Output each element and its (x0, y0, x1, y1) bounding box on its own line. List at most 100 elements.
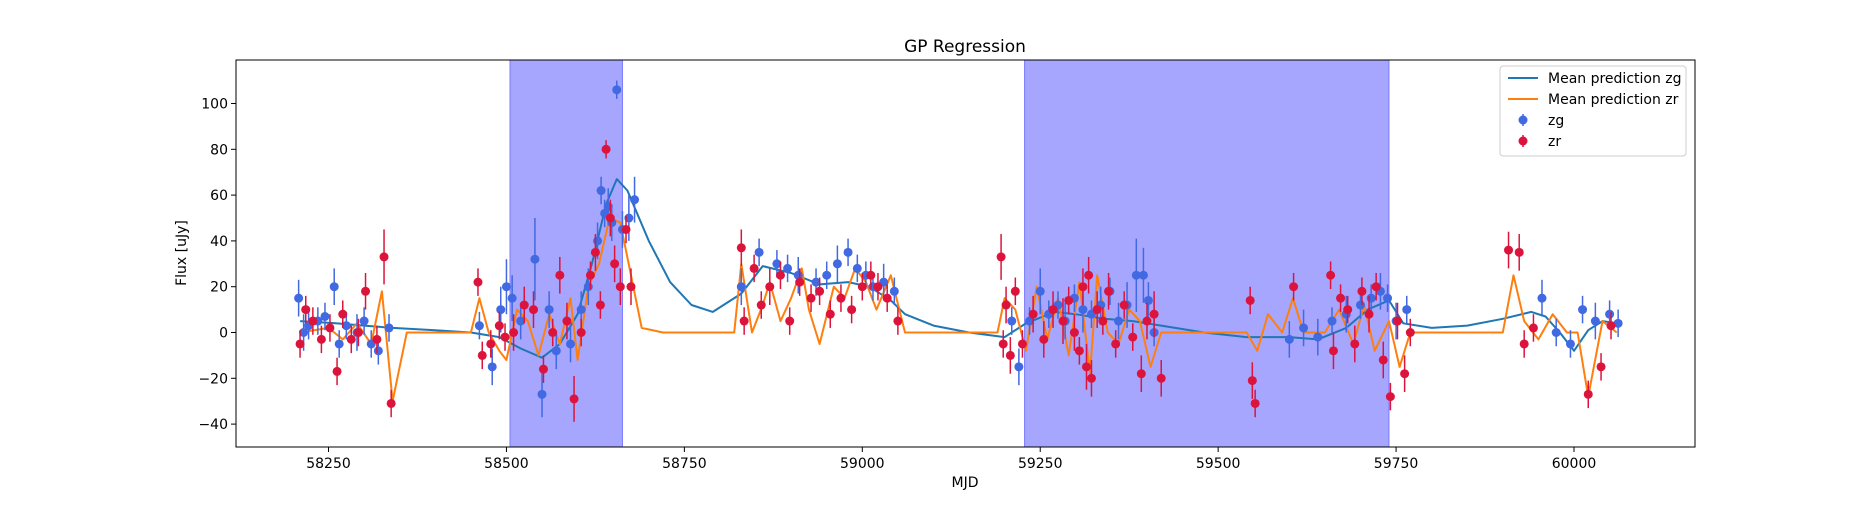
mean-prediction-lines (299, 178, 1618, 403)
zr-point (353, 328, 363, 338)
zr-point (332, 366, 342, 376)
zg-point (793, 270, 803, 280)
zr-point (486, 339, 496, 349)
zr-point (379, 252, 389, 262)
zg-point (1355, 300, 1365, 310)
zr-point (346, 334, 356, 344)
zg-point (754, 247, 764, 257)
zg-point (501, 282, 511, 292)
zr-point (1385, 392, 1395, 402)
zg-point (583, 282, 593, 292)
x-tick-label: 60000 (1552, 456, 1597, 472)
zg-point (832, 259, 842, 269)
zg-point (530, 254, 540, 264)
zg-point (551, 346, 561, 356)
zr-point (1247, 376, 1257, 386)
zr-point (1364, 309, 1374, 319)
legend-label-mean-zr: Mean prediction zr (1548, 92, 1679, 108)
zr-point (1606, 321, 1616, 331)
zr-point (295, 339, 305, 349)
zr-point (1250, 398, 1260, 408)
zg-point (496, 305, 506, 315)
zr-point (1405, 328, 1415, 338)
zr-point (1128, 332, 1138, 342)
y-tick-label: −20 (198, 371, 228, 387)
zr-point (998, 339, 1008, 349)
zr-point (1343, 305, 1353, 315)
x-tick-label: 58500 (484, 456, 529, 472)
x-tick-label: 58250 (306, 456, 351, 472)
zr-point (1039, 334, 1049, 344)
zg-point (516, 316, 526, 326)
x-axis-label: MJD (952, 475, 979, 491)
zr-point (1119, 300, 1129, 310)
zr-point (590, 247, 600, 257)
zg-point (359, 316, 369, 326)
zg-point (487, 362, 497, 372)
zr-point (1010, 286, 1020, 296)
zr-point (1028, 309, 1038, 319)
shaded-region-1 (1024, 60, 1390, 447)
zr-point (1245, 295, 1255, 305)
zr-point (873, 282, 883, 292)
zr-point (569, 394, 579, 404)
zr-point (996, 252, 1006, 262)
zr-point (338, 309, 348, 319)
zr-point (1583, 389, 1593, 399)
zr-point (301, 305, 311, 315)
zg-point (612, 85, 622, 95)
x-tick-label: 58750 (662, 456, 707, 472)
zr-point (386, 398, 396, 408)
zr-point (509, 328, 519, 338)
zr-point (756, 300, 766, 310)
zr-point (601, 144, 611, 154)
zg-point (373, 346, 383, 356)
zg-point (1143, 295, 1153, 305)
zg-point (384, 323, 394, 333)
zg-point (1313, 332, 1323, 342)
zg-point (1383, 293, 1393, 303)
zg-point (1565, 339, 1575, 349)
y-tick-label: 80 (210, 142, 228, 158)
zr-point (308, 316, 318, 326)
zg-point (736, 282, 746, 292)
zr-point (795, 277, 805, 287)
zr-point (1350, 339, 1360, 349)
zg-point (507, 293, 517, 303)
zr-point (1528, 323, 1538, 333)
zr-point (1001, 300, 1011, 310)
zr-point (1326, 270, 1336, 280)
legend-frame (1499, 65, 1687, 157)
zg-point (1605, 309, 1615, 319)
zr-point (372, 334, 382, 344)
zr-point (893, 316, 903, 326)
zr-point (477, 350, 487, 360)
zr-point (615, 282, 625, 292)
zr-point (775, 270, 785, 280)
zr-point (1058, 316, 1068, 326)
zr-point (806, 293, 816, 303)
zg-point (852, 263, 862, 273)
zr-point (765, 282, 775, 292)
zg-point (566, 339, 576, 349)
zg-point (772, 259, 782, 269)
zr-point (749, 263, 759, 273)
y-tick-label: 40 (210, 234, 228, 250)
zr-point (361, 286, 371, 296)
zr-point (1328, 346, 1338, 356)
zr-point (1081, 362, 1091, 372)
zr-point (473, 277, 483, 287)
legend-label-mean-zg: Mean prediction zg (1548, 71, 1682, 87)
y-tick-label: 20 (210, 280, 228, 296)
zg-point (1299, 323, 1309, 333)
zr-point (621, 224, 631, 234)
series-points-zr (295, 140, 1616, 422)
zr-point (1111, 339, 1121, 349)
zg-point (1014, 362, 1024, 372)
zr-point (1104, 286, 1114, 296)
zg-point (294, 293, 304, 303)
zr-point (1017, 339, 1027, 349)
zr-point (585, 270, 595, 280)
series-points-zg (294, 80, 1623, 418)
shaded-region-0 (509, 60, 623, 447)
